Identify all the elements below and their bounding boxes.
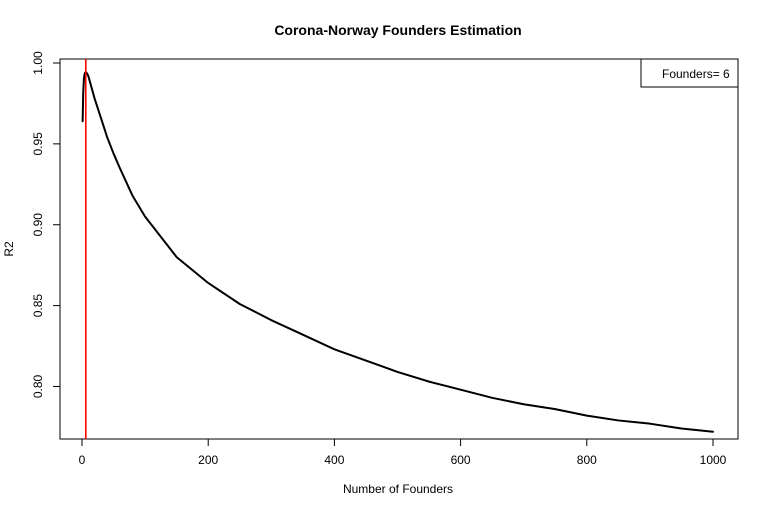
plot-frame (59, 58, 739, 440)
x-axis-label: Number of Founders (343, 482, 453, 496)
chart-title: Corona-Norway Founders Estimation (274, 22, 521, 38)
x-tick-label: 0 (79, 453, 86, 467)
legend: Founders= 6 (640, 58, 739, 88)
legend-text: Founders= 6 (662, 67, 730, 81)
y-tick-label: 0.90 (31, 213, 45, 237)
x-tick-label: 1000 (700, 453, 727, 467)
x-tick-label: 800 (577, 453, 597, 467)
x-axis: 0 200 400 600 800 1000 (79, 438, 727, 467)
series-group (81, 70, 714, 433)
y-axis-label: R2 (2, 241, 16, 257)
legend-box (640, 58, 739, 88)
x-tick-label: 400 (324, 453, 344, 467)
y-axis: 0.80 0.85 0.90 0.95 1.00 (31, 51, 61, 398)
y-tick-label: 0.80 (31, 374, 45, 398)
x-tick-label: 600 (451, 453, 471, 467)
y-tick-label: 1.00 (31, 51, 45, 75)
y-tick-label: 0.95 (31, 132, 45, 156)
y-tick-label: 0.85 (31, 294, 45, 318)
x-tick-label: 200 (198, 453, 218, 467)
series-line (81, 70, 714, 433)
